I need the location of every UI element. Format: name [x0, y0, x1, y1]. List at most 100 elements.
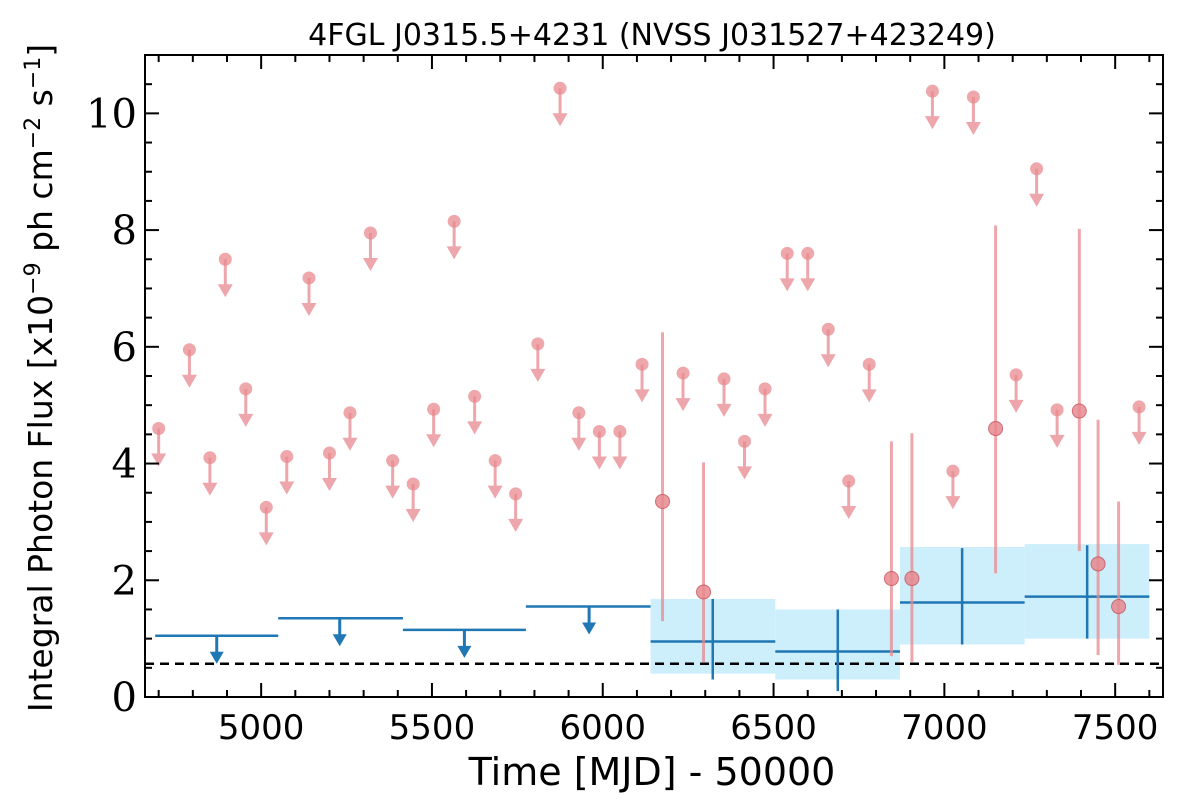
monthly-ul-6: [279, 450, 295, 495]
monthly-point-4: [988, 225, 1004, 574]
monthly-ul-arrow-4-head: [238, 413, 254, 427]
monthly-ul-25: [716, 372, 732, 417]
y-tick-label-8: 8: [112, 208, 137, 254]
monthly-ul-marker-5: [259, 500, 273, 514]
monthly-ul-arrow-11-head: [385, 485, 401, 499]
monthly-ul-marker-6: [280, 450, 294, 464]
monthly-ul-arrow-16-head: [487, 485, 503, 499]
monthly-marker-2: [883, 571, 899, 587]
monthly-ul-arrow-37-head: [1029, 193, 1045, 207]
monthly-ul-marker-19: [553, 81, 567, 95]
monthly-ul-37: [1029, 162, 1045, 207]
monthly-ul-16: [487, 454, 503, 499]
monthly-ul-marker-28: [780, 246, 794, 260]
x-tick-label-7000: 7000: [901, 708, 988, 748]
monthly-ul-marker-30: [821, 322, 835, 336]
y-tick-label-4: 4: [112, 442, 137, 488]
monthly-marker-0: [655, 493, 671, 509]
monthly-ul-arrow-26-head: [737, 466, 753, 480]
monthly-ul-27: [757, 382, 773, 427]
monthly-ul-13: [426, 402, 442, 448]
monthly-ul-arrow-36-head: [1008, 399, 1024, 413]
monthly-ul-marker-10: [363, 226, 377, 240]
monthly-ul-arrow-5-head: [258, 532, 274, 546]
chart-title: 4FGL J0315.5+4231 (NVSS J031527+423249): [308, 18, 996, 53]
yearly-series: [155, 545, 1150, 692]
monthly-point-7: [1111, 501, 1127, 665]
monthly-marker-4: [988, 421, 1004, 437]
monthly-ul-arrow-31-head: [841, 506, 857, 520]
x-tick-label-5500: 5500: [389, 708, 476, 748]
monthly-ul-marker-17: [509, 487, 523, 501]
monthly-ul-arrow-30-head: [820, 354, 836, 368]
monthly-ul-marker-35: [966, 90, 980, 104]
y-axis-label: Integral Photon Flux [x10−9 ph cm−2 s−1]: [21, 44, 61, 712]
monthly-ul-marker-18: [531, 337, 545, 351]
monthly-ul-8: [321, 446, 337, 492]
monthly-ul-arrow-15-head: [467, 421, 483, 435]
y-tick-label-2: 2: [112, 558, 137, 604]
monthly-point-3: [904, 433, 920, 662]
x-tick-label-7500: 7500: [1072, 708, 1159, 748]
monthly-ul-arrow-29-head: [800, 278, 816, 292]
monthly-series: [151, 81, 1147, 665]
monthly-ul-arrow-27-head: [757, 413, 773, 427]
monthly-ul-31: [841, 474, 857, 520]
monthly-ul-arrow-6-head: [279, 481, 295, 495]
monthly-marker-1: [696, 584, 712, 600]
monthly-ul-19: [552, 81, 568, 127]
monthly-ul-0: [151, 422, 167, 467]
monthly-ul-marker-33: [925, 84, 939, 98]
monthly-ul-marker-3: [218, 252, 232, 266]
monthly-ul-arrow-0-head: [151, 453, 167, 467]
monthly-ul-35: [965, 90, 981, 136]
monthly-ul-26: [737, 434, 753, 480]
monthly-ul-marker-0: [152, 422, 166, 436]
monthly-ul-arrow-25-head: [716, 403, 732, 417]
monthly-ul-24: [675, 366, 691, 412]
monthly-ul-marker-16: [488, 454, 502, 468]
monthly-ul-arrow-2-head: [202, 482, 218, 496]
monthly-ul-marker-25: [717, 372, 731, 386]
monthly-ul-marker-29: [801, 246, 815, 260]
monthly-ul-arrow-38-head: [1049, 434, 1065, 448]
yearly-uncertainty-bands: [650, 544, 1150, 680]
monthly-ul-36: [1008, 368, 1024, 413]
monthly-ul-arrow-12-head: [405, 508, 421, 522]
monthly-ul-11: [385, 454, 401, 499]
monthly-ul-arrow-24-head: [675, 398, 691, 412]
monthly-ul-marker-13: [427, 402, 441, 416]
monthly-ul-marker-8: [322, 446, 336, 460]
yearly-ul-arrow-3-head: [582, 622, 597, 635]
monthly-ul-marker-9: [343, 406, 357, 420]
monthly-ul-34: [945, 464, 961, 510]
monthly-ul-marker-38: [1050, 403, 1064, 417]
monthly-ul-marker-36: [1009, 368, 1023, 382]
yearly-ul-arrow-1: [332, 618, 347, 647]
monthly-ul-32: [861, 357, 877, 403]
monthly-ul-marker-11: [386, 454, 400, 468]
monthly-ul-marker-31: [842, 474, 856, 488]
monthly-ul-arrow-33-head: [924, 116, 940, 130]
monthly-ul-marker-20: [572, 406, 586, 420]
monthly-ul-arrow-10-head: [362, 258, 378, 272]
axes: 5000 5500 6000 6500 7000 7500 0 2 4 6 8 10: [86, 54, 1164, 748]
monthly-ul-arrow-32-head: [861, 389, 877, 403]
monthly-point-1: [696, 462, 712, 662]
monthly-ul-marker-34: [946, 464, 960, 478]
monthly-ul-arrow-18-head: [530, 368, 546, 382]
monthly-ul-7: [301, 271, 317, 316]
monthly-ul-22: [612, 424, 628, 470]
monthly-ul-33: [924, 84, 940, 130]
monthly-ul-arrow-9-head: [342, 437, 358, 451]
monthly-ul-marker-26: [738, 434, 752, 448]
monthly-point-6: [1090, 419, 1106, 655]
y-tick-label-0: 0: [112, 675, 137, 721]
monthly-point-5: [1071, 228, 1087, 552]
monthly-ul-20: [571, 406, 587, 451]
monthly-ul-21: [591, 424, 607, 470]
yearly-ul-arrow-3: [582, 606, 597, 635]
monthly-ul-arrow-20-head: [571, 437, 587, 451]
monthly-ul-17: [508, 487, 524, 532]
monthly-ul-arrow-22-head: [612, 456, 628, 470]
